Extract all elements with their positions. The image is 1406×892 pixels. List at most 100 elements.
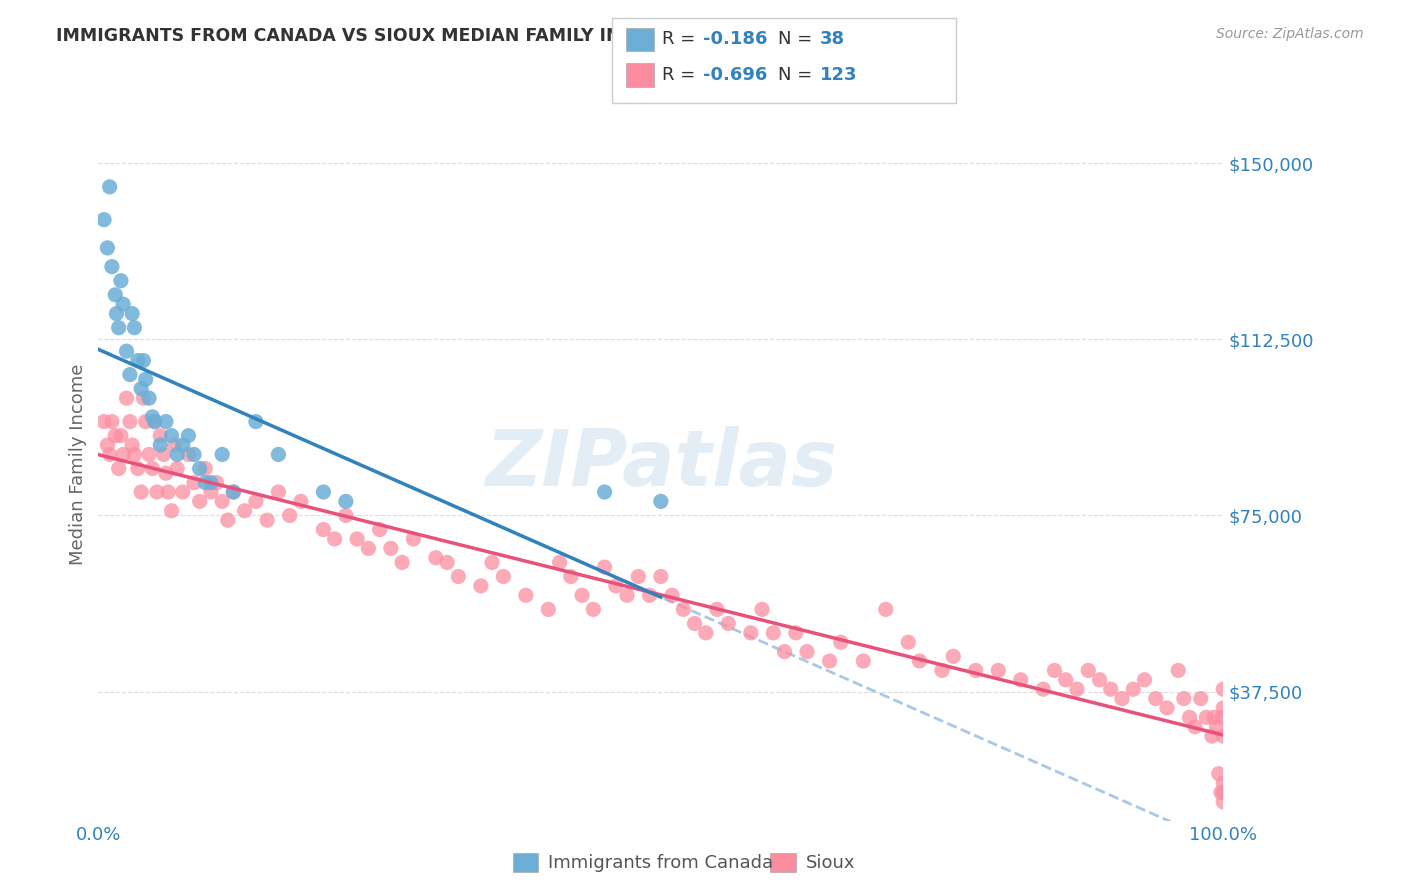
Text: N =: N =	[778, 66, 817, 84]
Point	[1144, 691, 1167, 706]
Point	[107, 461, 129, 475]
Point	[132, 391, 155, 405]
Text: Sioux: Sioux	[806, 854, 855, 871]
Point	[605, 579, 627, 593]
Point	[987, 664, 1010, 678]
Point	[149, 428, 172, 442]
Point	[96, 241, 118, 255]
Point	[571, 588, 593, 602]
Point	[211, 494, 233, 508]
Point	[1208, 766, 1230, 780]
Point	[1167, 664, 1189, 678]
Point	[110, 428, 132, 442]
Point	[357, 541, 380, 556]
Point	[278, 508, 301, 523]
Point	[256, 513, 278, 527]
Point	[183, 475, 205, 490]
Point	[267, 485, 290, 500]
Point	[335, 508, 357, 523]
Point	[101, 415, 124, 429]
Point	[875, 602, 897, 616]
Point	[391, 556, 413, 570]
Point	[93, 415, 115, 429]
Text: ZIPatlas: ZIPatlas	[485, 425, 837, 502]
Point	[1111, 691, 1133, 706]
Text: N =: N =	[778, 30, 817, 48]
Point	[897, 635, 920, 649]
Point	[751, 602, 773, 616]
Point	[194, 475, 217, 490]
Point	[1204, 710, 1226, 724]
Point	[104, 428, 127, 442]
Text: R =: R =	[662, 30, 702, 48]
Point	[616, 588, 638, 602]
Point	[93, 212, 115, 227]
Text: Immigrants from Canada: Immigrants from Canada	[548, 854, 773, 871]
Point	[627, 569, 650, 583]
Point	[796, 645, 818, 659]
Point	[155, 467, 177, 481]
Point	[1212, 729, 1234, 743]
Point	[222, 485, 245, 500]
Point	[141, 461, 163, 475]
Point	[152, 447, 174, 461]
Point	[172, 485, 194, 500]
Point	[172, 438, 194, 452]
Point	[217, 513, 239, 527]
Point	[481, 556, 503, 570]
Point	[1133, 673, 1156, 687]
Point	[124, 320, 146, 334]
Point	[98, 447, 121, 461]
Point	[447, 569, 470, 583]
Point	[1212, 701, 1234, 715]
Point	[200, 475, 222, 490]
Point	[515, 588, 537, 602]
Point	[1122, 682, 1144, 697]
Point	[650, 494, 672, 508]
Point	[1212, 785, 1234, 799]
Point	[1178, 710, 1201, 724]
Point	[368, 523, 391, 537]
Point	[160, 428, 183, 442]
Point	[138, 447, 160, 461]
Point	[155, 415, 177, 429]
Point	[1209, 785, 1232, 799]
Point	[683, 616, 706, 631]
Point	[211, 447, 233, 461]
Point	[222, 485, 245, 500]
Point	[166, 447, 188, 461]
Point	[346, 532, 368, 546]
Point	[965, 664, 987, 678]
Point	[200, 485, 222, 500]
Point	[650, 569, 672, 583]
Y-axis label: Median Family Income: Median Family Income	[69, 363, 87, 565]
Point	[1032, 682, 1054, 697]
Point	[717, 616, 740, 631]
Point	[188, 461, 211, 475]
Point	[593, 485, 616, 500]
Point	[1195, 710, 1218, 724]
Point	[773, 645, 796, 659]
Point	[942, 649, 965, 664]
Point	[143, 415, 166, 429]
Point	[1212, 682, 1234, 697]
Point	[1201, 729, 1223, 743]
Point	[312, 485, 335, 500]
Point	[112, 447, 135, 461]
Point	[492, 569, 515, 583]
Point	[425, 550, 447, 565]
Point	[183, 447, 205, 461]
Point	[380, 541, 402, 556]
Point	[1066, 682, 1088, 697]
Point	[166, 461, 188, 475]
Point	[127, 461, 149, 475]
Text: 123: 123	[820, 66, 858, 84]
Point	[135, 415, 157, 429]
Text: 38: 38	[820, 30, 845, 48]
Point	[115, 344, 138, 359]
Point	[290, 494, 312, 508]
Point	[931, 664, 953, 678]
Point	[101, 260, 124, 274]
Point	[638, 588, 661, 602]
Point	[205, 475, 228, 490]
